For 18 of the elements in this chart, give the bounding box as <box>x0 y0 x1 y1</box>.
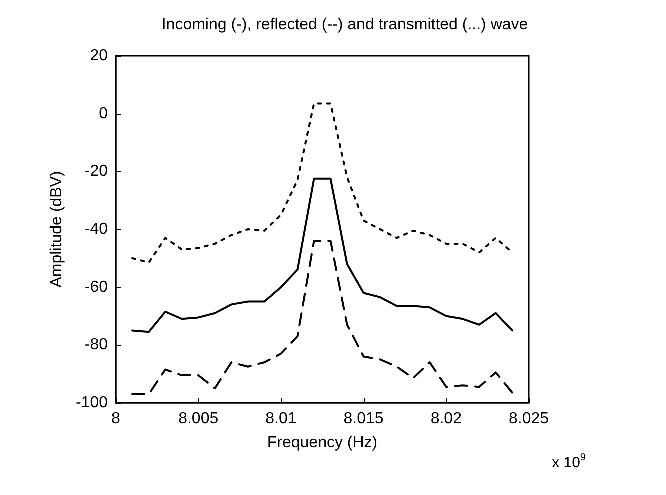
line-series <box>132 240 514 396</box>
y-tick-label: -60 <box>84 278 108 296</box>
y-tick-label: 20 <box>90 48 108 64</box>
y-tick-label: 0 <box>99 105 108 122</box>
y-tick-label: -40 <box>84 221 108 238</box>
x-tick-label: 8.025 <box>508 410 550 428</box>
y-tick-label: -100 <box>76 394 108 412</box>
x-axis-title: Frequency (Hz) <box>267 434 378 452</box>
chart-title: Incoming (-), reflected (--) and transmitted (...) wave <box>162 16 528 34</box>
y-tick-label: -80 <box>84 336 108 354</box>
x-tick-label: 8 <box>112 410 121 428</box>
x-tick-label: 8.01 <box>266 410 297 428</box>
x-tick-label: 8.015 <box>344 410 384 428</box>
x-tick-label: 8.005 <box>178 410 219 428</box>
line-series <box>132 178 514 334</box>
y-tick-label: -20 <box>84 163 108 180</box>
x-tick-label: 8.02 <box>430 410 462 428</box>
y-axis-title: Amplitude (dBV) <box>48 171 66 288</box>
